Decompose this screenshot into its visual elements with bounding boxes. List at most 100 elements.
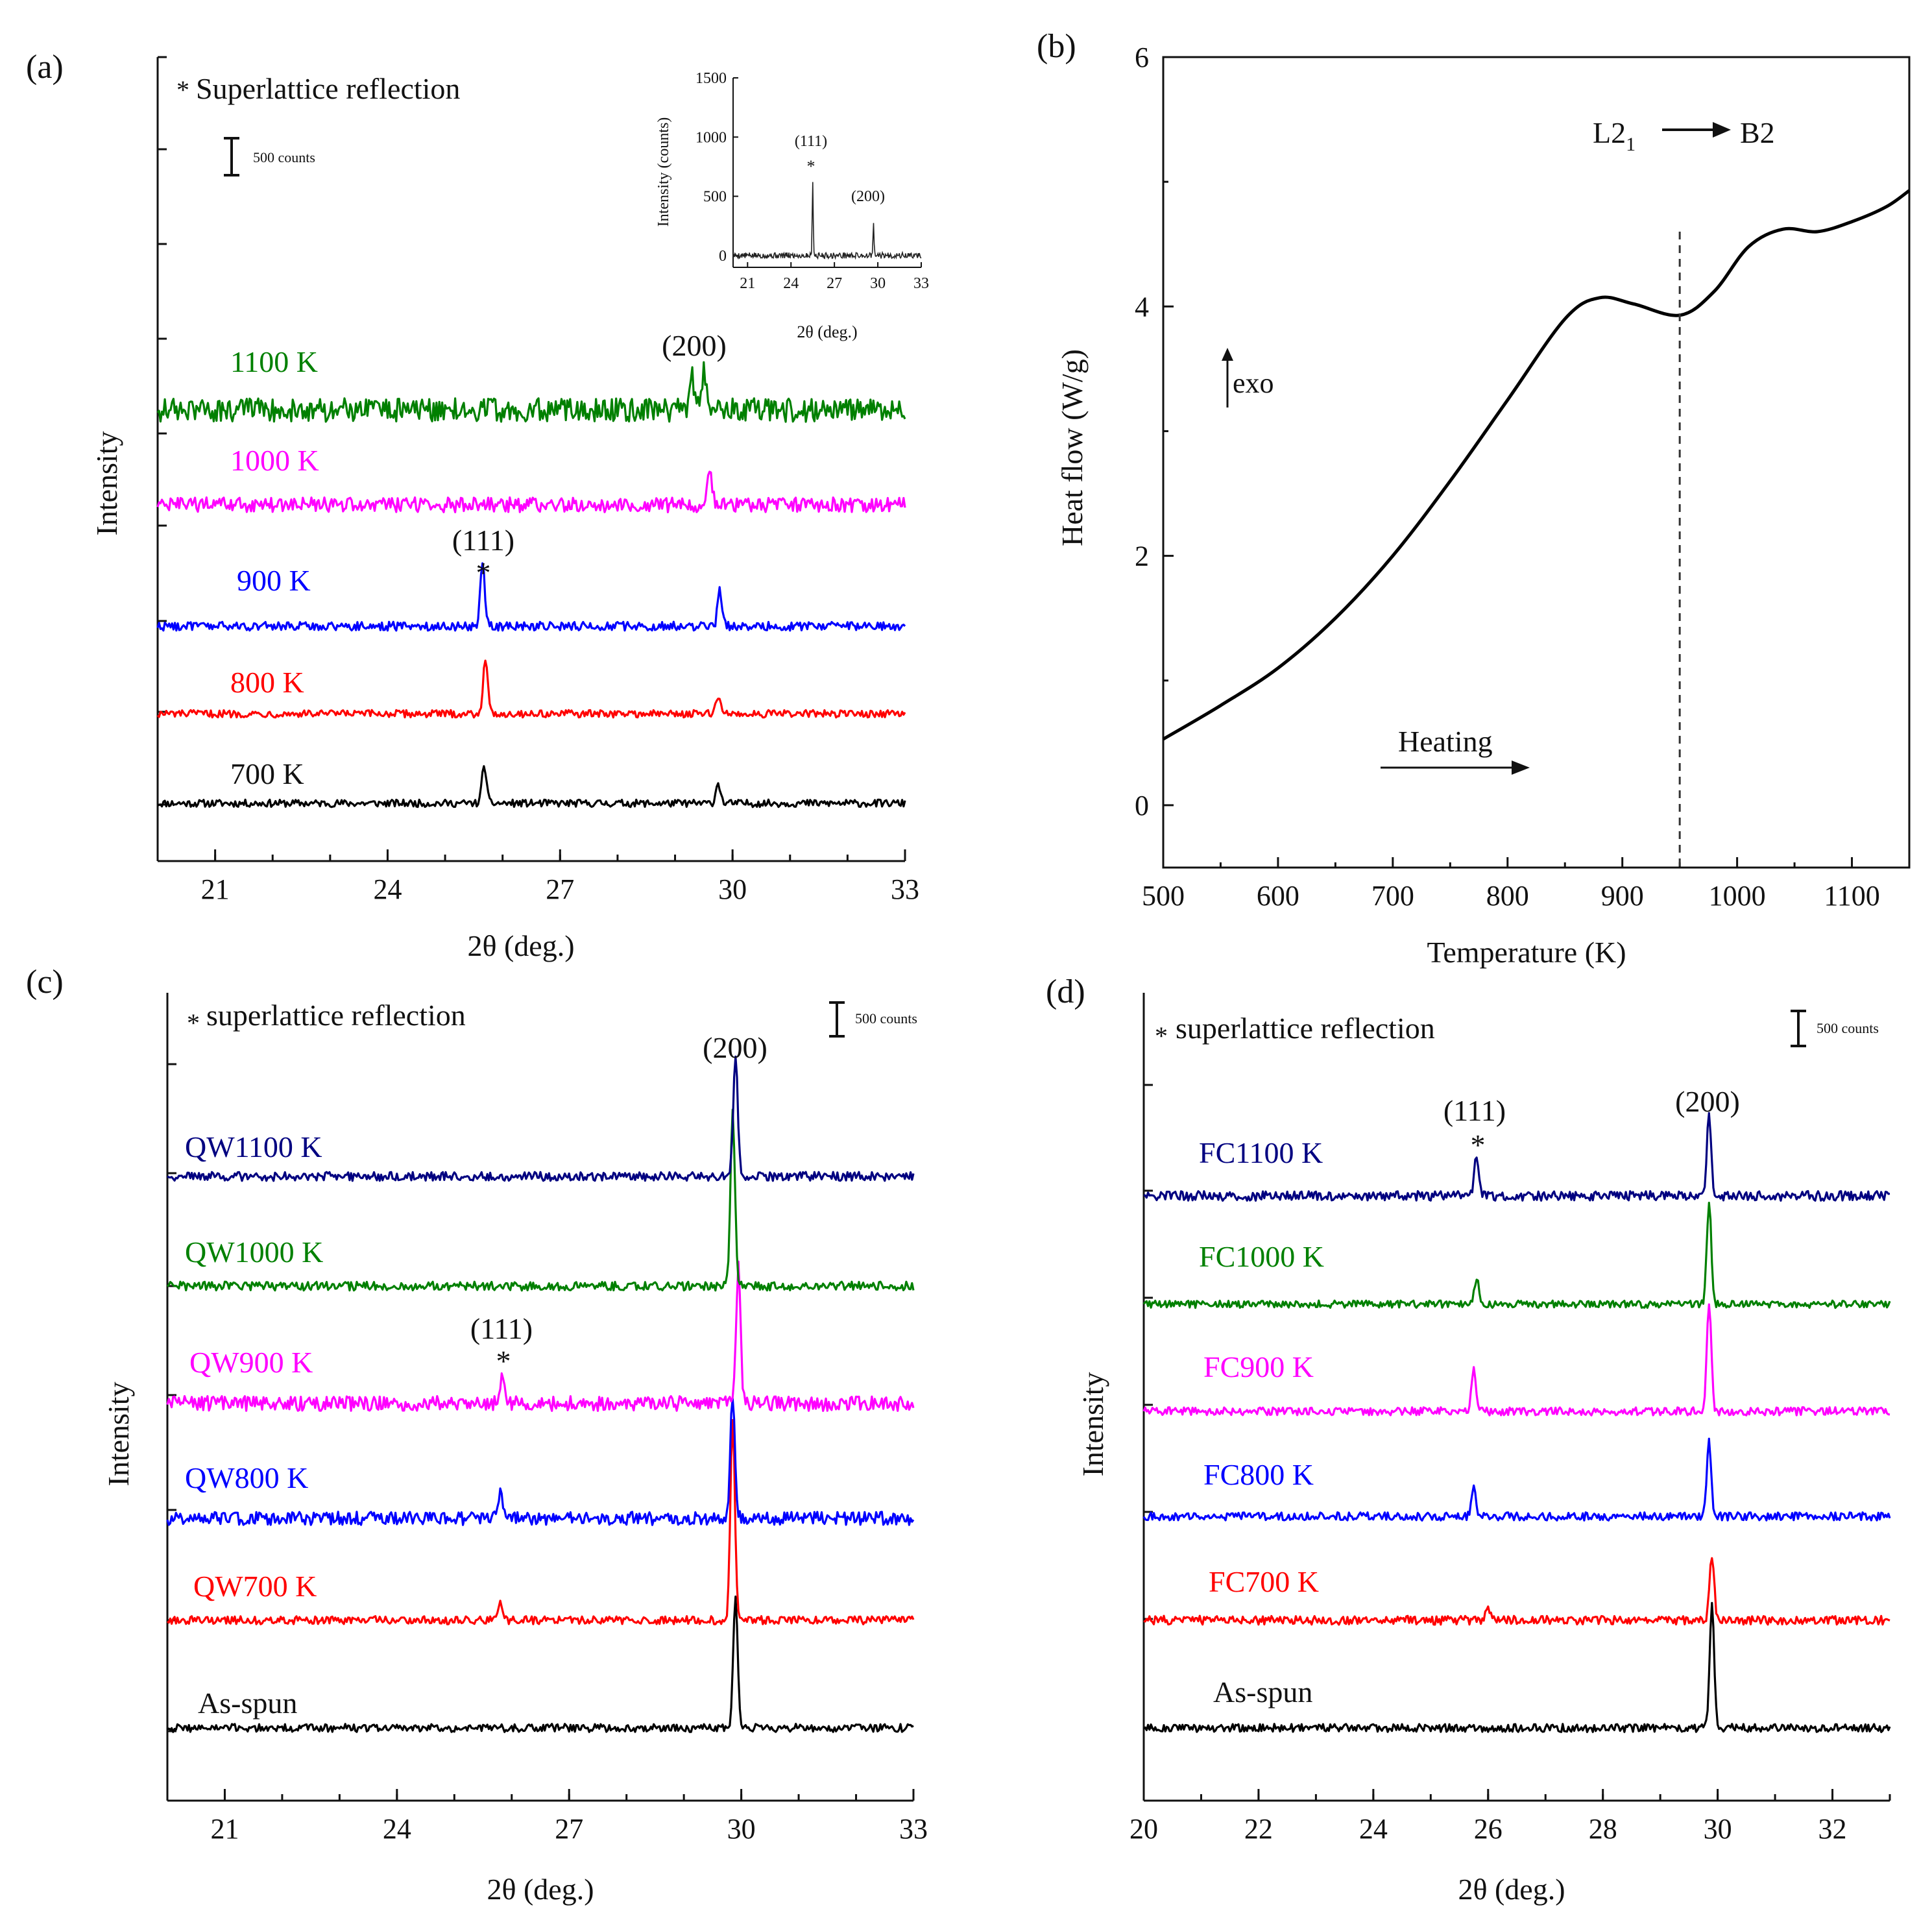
series-label-fc700k: FC700 K bbox=[1209, 1565, 1319, 1598]
series-label-700k: 700 K bbox=[230, 757, 304, 790]
series-label-1100k: 1100 K bbox=[230, 345, 318, 378]
heat-flow-curve bbox=[1162, 189, 1911, 741]
panel-d-labels: As-spun FC700 K FC800 K FC900 K FC1000 K… bbox=[1199, 1085, 1740, 1708]
panel-d-scale-bar bbox=[1791, 1010, 1806, 1047]
peak-star-111: * bbox=[496, 1344, 511, 1378]
x-tick-label: 900 bbox=[1601, 880, 1644, 912]
x-tick-label: 22 bbox=[1244, 1813, 1273, 1845]
transition-from: L21 bbox=[1593, 116, 1636, 155]
panel-c-tag: (c) bbox=[26, 964, 64, 1001]
series-label-1000k: 1000 K bbox=[230, 444, 319, 477]
x-tick-label: 32 bbox=[1818, 1813, 1847, 1845]
panel-c-labels: As-spun QW700 K QW800 K QW900 K QW1000 K… bbox=[185, 1031, 767, 1720]
panel-b-xlabel: Temperature (K) bbox=[1427, 936, 1626, 969]
inset-x-tick-label: 27 bbox=[827, 275, 842, 292]
panel-b-axes: 0 2 4 6 500 600 700 800 900 1000 1100 bbox=[1135, 42, 1911, 912]
panel-b-plot bbox=[1162, 189, 1911, 868]
y-tick-label: 6 bbox=[1135, 42, 1149, 73]
panel-a-scale-label: 500 counts bbox=[253, 149, 315, 165]
series-label-fc1100k: FC1100 K bbox=[1199, 1136, 1323, 1169]
series-curve-fc700-k bbox=[1143, 1557, 1890, 1626]
heating-arrow bbox=[1381, 760, 1530, 775]
panel-a: (a) 21 24 27 30 33 Intensity 2θ (deg.) * Sup… bbox=[26, 49, 929, 962]
series-curve-700-k bbox=[157, 765, 906, 809]
panel-c-legend-star: * bbox=[187, 1008, 200, 1038]
x-tick-label: 24 bbox=[373, 873, 402, 905]
panel-b-ylabel: Heat flow (W/g) bbox=[1056, 349, 1089, 546]
panel-a-curves bbox=[156, 361, 906, 809]
inset-x-tick-label: 30 bbox=[870, 275, 886, 292]
panel-c-legend: superlattice reflection bbox=[206, 999, 466, 1032]
panel-c-scale-bar bbox=[829, 1001, 845, 1038]
panel-a-xlabel: 2θ (deg.) bbox=[467, 929, 574, 962]
inset-y-tick-label: 1000 bbox=[695, 129, 727, 146]
peak-label-200: (200) bbox=[1675, 1085, 1740, 1118]
x-tick-label: 24 bbox=[1359, 1813, 1388, 1845]
series-curve-fc1000-k bbox=[1142, 1201, 1891, 1309]
peak-star-111: * bbox=[476, 556, 491, 589]
exo-label: exo bbox=[1233, 367, 1274, 399]
panel-d: (d) 20 22 24 26 28 30 32 Intensity 2θ (deg.) *… bbox=[1046, 973, 1891, 1906]
x-tick-label: 800 bbox=[1486, 880, 1529, 912]
panel-d-legend-star: * bbox=[1155, 1021, 1168, 1051]
series-label-as-spun: As-spun bbox=[1213, 1675, 1312, 1708]
panel-a-legend-star: * bbox=[176, 75, 189, 104]
series-curve-fc900-k bbox=[1142, 1303, 1890, 1417]
panel-a-inset: 0 500 1000 1500 21 24 27 30 33 bbox=[695, 70, 929, 292]
x-tick-label: 28 bbox=[1589, 1813, 1617, 1845]
transition-arrow bbox=[1662, 122, 1731, 138]
series-curve-qw900-k bbox=[166, 1260, 915, 1412]
series-label-as-spun: As-spun bbox=[198, 1686, 297, 1720]
panel-d-scale-label: 500 counts bbox=[1817, 1020, 1879, 1036]
inset-y-tick-label: 0 bbox=[719, 248, 727, 265]
x-tick-label: 600 bbox=[1257, 880, 1299, 912]
plot-frame bbox=[1162, 56, 1911, 869]
series-label-qw700k: QW700 K bbox=[193, 1570, 317, 1603]
inset-peak-label-200: (200) bbox=[851, 188, 885, 205]
series-curve-qw700-k bbox=[166, 1418, 915, 1625]
inset-x-tick-label: 21 bbox=[740, 275, 755, 292]
series-curve-qw1100-k bbox=[167, 1055, 915, 1182]
series-curve-fc800-k bbox=[1142, 1437, 1891, 1522]
series-curve-as-spun bbox=[1142, 1601, 1891, 1733]
x-tick-label: 500 bbox=[1142, 880, 1185, 912]
series-label-fc900k: FC900 K bbox=[1203, 1350, 1314, 1383]
panel-a-legend: Superlattice reflection bbox=[196, 72, 460, 105]
panel-c-xlabel: 2θ (deg.) bbox=[487, 1873, 594, 1906]
peak-label-111: (111) bbox=[452, 524, 514, 557]
series-curve-1100-k bbox=[156, 361, 906, 423]
inset-peak-star-111: * bbox=[807, 157, 815, 176]
peak-label-111: (111) bbox=[1443, 1094, 1506, 1127]
series-curve-fc1100-k bbox=[1143, 1112, 1890, 1202]
series-label-fc800k: FC800 K bbox=[1203, 1458, 1314, 1491]
y-tick-label: 0 bbox=[1135, 790, 1149, 821]
x-tick-label: 33 bbox=[891, 873, 919, 905]
panel-a-labels: 700 K 800 K 900 K 1000 K 1100 K (200) (1… bbox=[230, 329, 727, 790]
x-tick-label: 21 bbox=[210, 1813, 239, 1845]
series-label-qw1000k: QW1000 K bbox=[185, 1235, 323, 1269]
x-tick-label: 24 bbox=[383, 1813, 411, 1845]
panel-a-axes: 21 24 27 30 33 bbox=[156, 56, 919, 905]
x-tick-label: 30 bbox=[1704, 1813, 1732, 1845]
x-tick-label: 30 bbox=[718, 873, 747, 905]
y-tick-label: 4 bbox=[1135, 291, 1149, 322]
panel-a-scale-bar bbox=[224, 137, 239, 176]
panel-d-ylabel: Intensity bbox=[1076, 1372, 1109, 1477]
panel-d-tag: (d) bbox=[1046, 973, 1085, 1010]
x-tick-label: 26 bbox=[1474, 1813, 1503, 1845]
series-curve-1000-k bbox=[156, 470, 906, 514]
panel-d-axes: 20 22 24 26 28 30 32 bbox=[1129, 993, 1891, 1845]
series-curve-800-k bbox=[156, 659, 906, 719]
inset-xlabel: 2θ (deg.) bbox=[797, 322, 857, 341]
series-label-900k: 900 K bbox=[237, 564, 311, 597]
panel-d-curves bbox=[1142, 1112, 1891, 1733]
inset-y-tick-label: 1500 bbox=[695, 70, 727, 87]
panel-c-ylabel: Intensity bbox=[102, 1382, 135, 1487]
x-tick-label: 30 bbox=[727, 1813, 756, 1845]
x-tick-label: 700 bbox=[1371, 880, 1414, 912]
series-label-qw900k: QW900 K bbox=[189, 1346, 313, 1379]
peak-label-200: (200) bbox=[703, 1031, 767, 1064]
panel-d-xlabel: 2θ (deg.) bbox=[1458, 1873, 1565, 1906]
series-curve-900-k bbox=[156, 562, 906, 632]
